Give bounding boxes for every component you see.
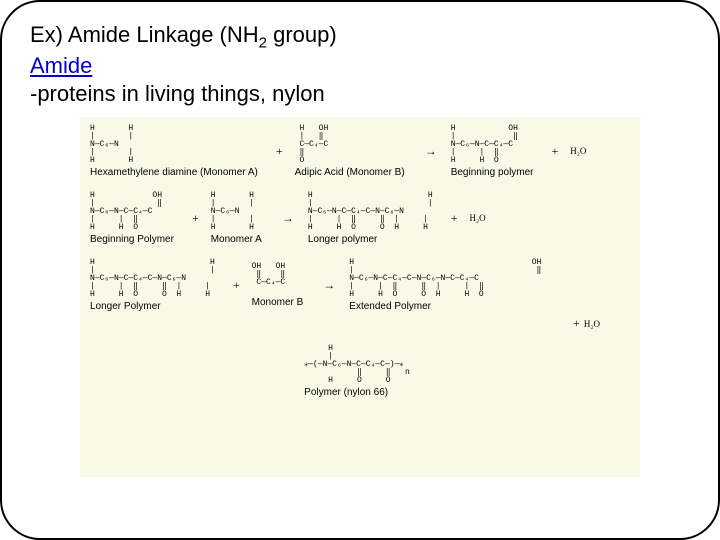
- ext-label: Extended Polymer: [349, 301, 541, 312]
- title-line-1: Ex) Amide Linkage (NH2 group): [30, 22, 690, 51]
- plus-2a: +: [192, 211, 199, 226]
- plus-3b: +: [573, 316, 580, 330]
- arrow-3: →: [323, 278, 335, 293]
- beginning-polymer-1: H OH | ‖ N—C₆—N—C—C₄—C | | ‖ H H O Begin…: [451, 125, 534, 178]
- water-3: H₂O: [584, 320, 600, 330]
- monA-label: Hexamethylene diamine (Monomer A): [90, 167, 258, 178]
- monomer-b-2: OH OH ‖ ‖ C—C₄—C Monomer B: [252, 263, 304, 308]
- lp2-label: Longer Polymer: [90, 301, 215, 312]
- rep-bot: H O O: [304, 377, 410, 385]
- rep-label: Polymer (nylon 66): [304, 387, 410, 398]
- plus-2b: +: [451, 211, 458, 226]
- reaction-row-3: H H | | N—C₆—N—C—C₄—C—N—C₆—N | | ‖ ‖ | |…: [90, 259, 630, 331]
- amide-link[interactable]: Amide: [30, 53, 690, 79]
- title-prefix: Ex) Amide Linkage (NH: [30, 22, 259, 47]
- plus-3a: +: [233, 278, 240, 293]
- nylon-66-repeat-unit: H | ⁎—(—N—C₆—N—C—C₄—C—)—⁎ ‖ ‖ n H O O Po…: [304, 345, 410, 398]
- title-subscript: 2: [259, 34, 267, 51]
- arrow-1: →: [425, 144, 437, 159]
- lp2-bot: H H O O H H: [90, 291, 215, 299]
- extended-polymer: H OH | ‖ N—C₆—N—C—C₄—C—N—C₆—N—C—C₄—C | |…: [349, 259, 541, 312]
- longer-polymer-2: H H | | N—C₆—N—C—C₄—C—N—C₆—N | | ‖ ‖ | |…: [90, 259, 215, 312]
- monB-bot: O: [295, 157, 405, 165]
- bp1-label: Beginning polymer: [451, 167, 534, 178]
- monB-label: Adipic Acid (Monomer B): [295, 167, 405, 178]
- bp2-label: Beginning Polymer: [90, 234, 174, 245]
- reaction-diagram: H H | | N—C₆—N | | H H Hexamethylene dia…: [80, 117, 640, 477]
- lp1-bot: H H O O H H: [308, 224, 433, 232]
- monA-bot: H H: [90, 157, 258, 165]
- monomer-a-2: H H | | N—C₆—N | | H H Monomer A: [211, 192, 262, 245]
- water-1: H₂O: [570, 147, 586, 157]
- monA2-label: Monomer A: [211, 234, 262, 245]
- title-suffix: group): [267, 22, 337, 47]
- longer-polymer-1: H H | | N—C₆—N—C—C₄—C—N—C₆—N | | ‖ ‖ | |…: [308, 192, 433, 245]
- reaction-row-1: H H | | N—C₆—N | | H H Hexamethylene dia…: [90, 125, 630, 178]
- arrow-2: →: [282, 211, 294, 226]
- slide-frame: Ex) Amide Linkage (NH2 group) Amide -pro…: [0, 0, 720, 540]
- plus-1a: +: [276, 144, 283, 159]
- monomer-b: H OH | ‖ C—C₄—C ‖ O Adipic Acid (Monomer…: [295, 125, 405, 178]
- bp1-bot: H H O: [451, 157, 534, 165]
- monB2-label: Monomer B: [252, 297, 304, 308]
- ext-bot: H H O O H H O: [349, 291, 541, 299]
- lp1-label: Longer polymer: [308, 234, 433, 245]
- monB2-bot: [252, 287, 304, 295]
- monomer-a: H H | | N—C₆—N | | H H Hexamethylene dia…: [90, 125, 258, 178]
- monA2-bot: H H: [211, 224, 262, 232]
- plus-1b: +: [552, 144, 559, 159]
- reaction-row-4: H | ⁎—(—N—C₆—N—C—C₄—C—)—⁎ ‖ ‖ n H O O Po…: [90, 345, 630, 398]
- water-2: H₂O: [469, 214, 485, 224]
- bp2-bot: H H O: [90, 224, 174, 232]
- reaction-row-2: H OH | ‖ N—C₆—N—C—C₄—C | | ‖ H H O Begin…: [90, 192, 630, 245]
- beginning-polymer-2: H OH | ‖ N—C₆—N—C—C₄—C | | ‖ H H O Begin…: [90, 192, 174, 245]
- description-line: -proteins in living things, nylon: [30, 81, 690, 107]
